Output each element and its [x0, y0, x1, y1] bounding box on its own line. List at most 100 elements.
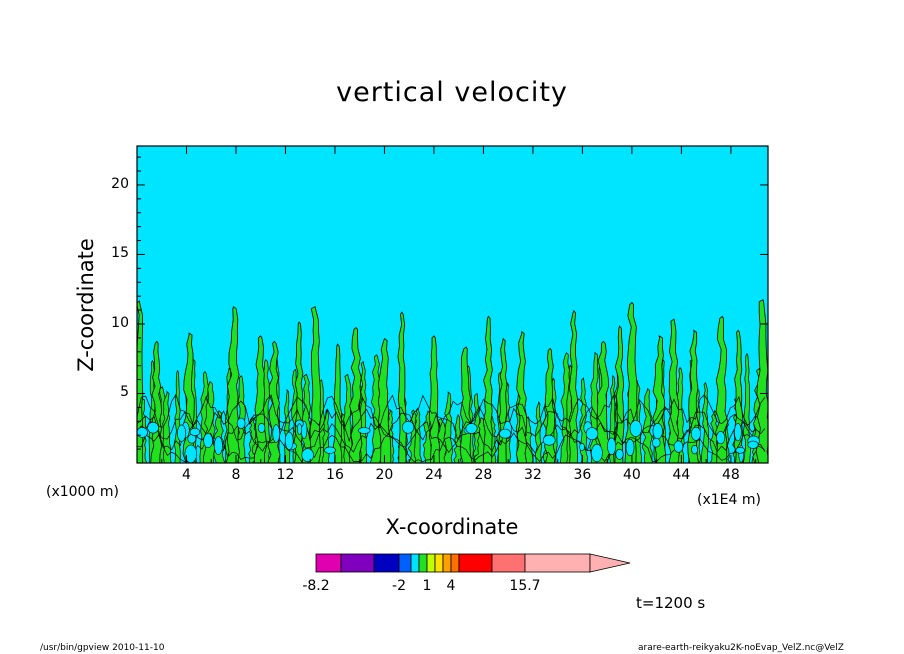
- x-tick-label: 28: [474, 467, 493, 483]
- plume-minor: [535, 401, 543, 463]
- downdraft-cell: [358, 427, 371, 434]
- contour-line-0: [137, 432, 766, 463]
- plot-frame: [136, 145, 769, 464]
- downdraft-cell: [652, 423, 663, 440]
- y-tick-label: 15: [111, 245, 129, 262]
- downdraft-cell: [236, 417, 246, 429]
- footer-right: arare-earth-reikyaku2K-noEvap_VelZ.nc@Ve…: [638, 643, 844, 653]
- downdraft-cell: [465, 423, 478, 434]
- x-tick-label: 44: [672, 467, 691, 483]
- contour-line-3: [137, 393, 766, 429]
- downdraft-cell: [301, 448, 314, 462]
- downdraft-cell: [735, 446, 745, 454]
- downdraft-cell: [747, 440, 759, 449]
- x-tick-label: 36: [573, 467, 592, 483]
- downdraft-cell: [625, 438, 635, 457]
- plume-minor: [579, 377, 588, 463]
- colorbar-swatch: [373, 553, 400, 573]
- plume-23: [667, 318, 680, 463]
- downdraft-cell: [716, 431, 726, 445]
- x-tick-label: 32: [523, 467, 542, 483]
- downdraft-cell: [324, 446, 336, 454]
- downdraft-cell: [257, 422, 266, 433]
- downdraft-cell: [296, 423, 303, 435]
- downdraft-cell: [591, 443, 603, 463]
- colorbar-label: 15.7: [509, 578, 541, 594]
- colorbar-swatch: [410, 553, 420, 573]
- colorbar-label: 4: [446, 578, 456, 594]
- time-label: t=1200 s: [636, 594, 706, 612]
- downdraft-cell: [585, 427, 599, 441]
- plume-12: [428, 335, 440, 463]
- colorbar-swatch: [442, 553, 452, 573]
- colorbar-swatch: [398, 553, 412, 573]
- y-axis-label: Z-coordinate: [74, 238, 98, 372]
- colorbar-swatch: [315, 553, 342, 573]
- plume-16: [515, 330, 528, 463]
- plume-13: [459, 346, 473, 463]
- x-tick-label: 24: [425, 467, 443, 483]
- x-unit-label: (x1000 m): [46, 484, 119, 500]
- colorbar-swatch: [418, 553, 428, 573]
- downdraft-cell: [542, 434, 556, 446]
- x-tick-label: 48: [721, 467, 740, 483]
- x-tick-label: 12: [276, 467, 295, 483]
- plume-minor: [443, 391, 453, 463]
- downdraft-cell: [499, 428, 512, 439]
- colorbar-swatch: [434, 553, 444, 573]
- colorbar-arrow: [589, 553, 631, 573]
- downdraft-cell: [147, 421, 159, 434]
- downdraft-cell: [579, 442, 585, 451]
- downdraft-cell: [402, 420, 415, 434]
- plume-3: [225, 306, 240, 463]
- plume-19: [595, 340, 611, 463]
- y-tick-label: 10: [111, 314, 129, 331]
- colorbar-swatch: [426, 553, 436, 573]
- downdraft-cell: [629, 420, 642, 438]
- downdraft-cell: [137, 427, 148, 438]
- plume-17: [544, 347, 556, 463]
- plume-27: [755, 299, 768, 463]
- plume-25: [715, 315, 729, 463]
- plume-minor: [701, 381, 710, 463]
- contour-line-2: [137, 405, 766, 443]
- colorbar-swatch: [524, 553, 591, 573]
- y-tick-label: 5: [120, 384, 129, 401]
- colorbar-label: -2: [392, 578, 406, 594]
- x-tick-label: 8: [231, 467, 241, 483]
- colorbar-swatch: [340, 553, 375, 573]
- x-tick-label: 4: [182, 467, 191, 483]
- velocity-field: [137, 299, 768, 463]
- plume-8: [332, 343, 343, 463]
- x-axis-label: X-coordinate: [385, 515, 519, 539]
- y-tick-label: 20: [111, 175, 129, 192]
- plume-10: [377, 337, 392, 463]
- plume-minor: [162, 390, 172, 463]
- chart-title: vertical velocity: [336, 77, 568, 108]
- downdraft-cell: [651, 437, 661, 448]
- downdraft-cell: [690, 426, 701, 441]
- plume-14: [482, 315, 493, 463]
- downdraft-cell: [615, 448, 624, 460]
- downdraft-cell: [607, 437, 617, 455]
- plume-20: [614, 325, 625, 463]
- downdraft-cell: [177, 424, 187, 442]
- colorbar-swatch: [491, 553, 526, 573]
- axis-ticks: [137, 146, 768, 463]
- downdraft-cell: [734, 423, 742, 442]
- colorbar: [315, 553, 631, 573]
- colorbar-label: -8.2: [302, 578, 330, 594]
- downdraft-cell: [213, 436, 223, 455]
- x-tick-label: 16: [326, 467, 344, 483]
- downdraft-cell: [203, 433, 213, 448]
- x-scale-label: (x1E4 m): [697, 492, 761, 508]
- plume-18: [568, 310, 579, 463]
- x-tick-label: 40: [622, 467, 641, 483]
- x-tick-label: 20: [375, 467, 394, 483]
- downdraft-cell: [189, 427, 201, 436]
- footer-left: /usr/bin/gpview 2010-11-10: [40, 643, 165, 653]
- downdraft-cell: [284, 431, 294, 451]
- downdraft-cell: [691, 445, 698, 455]
- downdraft-cell: [673, 440, 684, 453]
